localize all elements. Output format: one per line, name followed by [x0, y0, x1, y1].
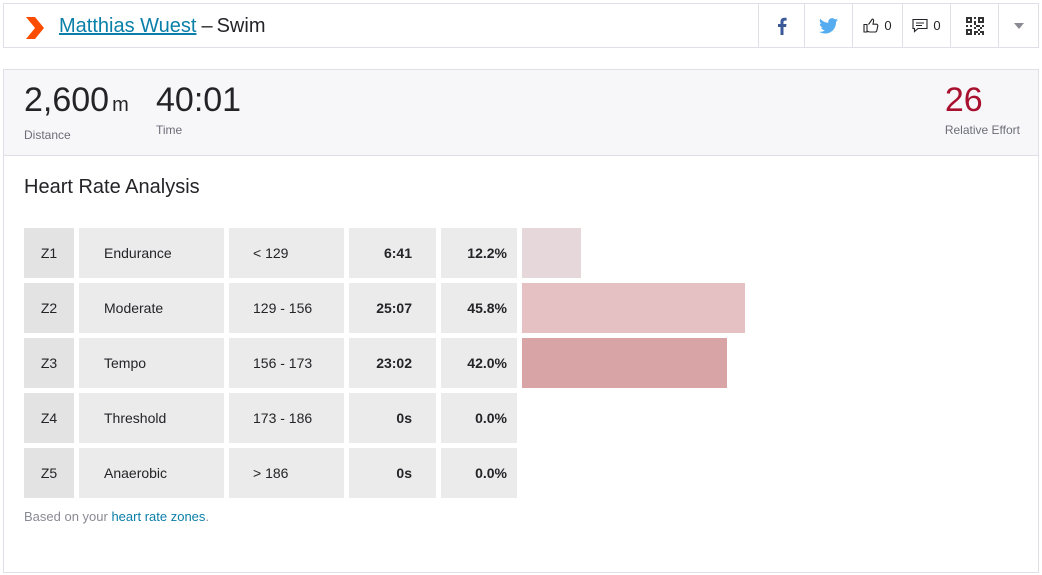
zone-row: Z1 Endurance < 129 6:41 12.2%	[24, 228, 1004, 278]
comment-icon	[912, 18, 928, 33]
zone-range: 173 - 186	[229, 393, 344, 443]
footnote-suffix: .	[205, 509, 210, 524]
activity-type: Swim	[216, 15, 266, 37]
zone-row: Z3 Tempo 156 - 173 23:02 42.0%	[24, 338, 1004, 388]
zone-time: 6:41	[349, 228, 436, 278]
header-actions: 0 0	[758, 4, 1038, 47]
time-label: Time	[156, 123, 183, 137]
zone-name: Anaerobic	[79, 448, 224, 498]
twitter-share-button[interactable]	[804, 4, 852, 47]
zone-time: 0s	[349, 448, 436, 498]
twitter-icon	[819, 17, 838, 34]
zone-name: Moderate	[79, 283, 224, 333]
zone-time: 23:02	[349, 338, 436, 388]
title-separator: –	[201, 15, 213, 37]
footnote: Based on your heart rate zones.	[24, 509, 209, 524]
zone-bar	[522, 338, 727, 388]
zone-range: < 129	[229, 228, 344, 278]
comment-count: 0	[933, 18, 941, 33]
footnote-prefix: Based on your	[24, 509, 112, 524]
activity-header: Matthias Wuest – Swim 0 0	[3, 3, 1039, 48]
zone-row: Z4 Threshold 173 - 186 0s 0.0%	[24, 393, 1004, 443]
activity-panel: 2,600 m Distance 40:01 Time 26 Relative E…	[3, 69, 1039, 573]
facebook-share-button[interactable]	[758, 4, 804, 47]
stats-bar: 2,600 m Distance 40:01 Time 26 Relative E…	[4, 70, 1038, 156]
comments-button[interactable]: 0	[902, 4, 950, 47]
qr-code-icon	[965, 16, 984, 35]
zone-time: 0s	[349, 393, 436, 443]
distance-label: Distance	[24, 128, 71, 142]
zone-percent: 12.2%	[441, 228, 517, 278]
zone-row: Z5 Anaerobic > 186 0s 0.0%	[24, 448, 1004, 498]
zone-name: Tempo	[79, 338, 224, 388]
qr-code-button[interactable]	[950, 4, 998, 47]
activity-title: Matthias Wuest – Swim	[59, 4, 265, 49]
zone-label: Z2	[24, 283, 74, 333]
zone-label: Z4	[24, 393, 74, 443]
stat-relative-effort[interactable]: 26 Relative Effort	[945, 80, 1020, 137]
more-actions-button[interactable]	[998, 4, 1038, 47]
strava-chevron-icon[interactable]	[26, 17, 46, 39]
relative-effort-label: Relative Effort	[944, 123, 1020, 137]
athlete-name-link[interactable]: Matthias Wuest	[59, 15, 197, 37]
zone-percent: 0.0%	[441, 448, 517, 498]
zone-label: Z3	[24, 338, 74, 388]
stat-distance: 2,600 m Distance	[24, 80, 129, 142]
zone-range: 129 - 156	[229, 283, 344, 333]
distance-unit: m	[112, 94, 129, 116]
relative-effort-value: 26	[944, 81, 983, 119]
zone-time: 25:07	[349, 283, 436, 333]
time-value: 40:01	[156, 81, 242, 119]
kudos-button[interactable]: 0	[852, 4, 902, 47]
zone-range: 156 - 173	[229, 338, 344, 388]
zone-name: Threshold	[79, 393, 224, 443]
zone-percent: 45.8%	[441, 283, 517, 333]
chevron-down-icon	[1013, 22, 1024, 29]
heart-rate-zones-link[interactable]: heart rate zones	[111, 509, 206, 524]
stat-time: 40:01 Time	[156, 80, 241, 137]
zone-range: > 186	[229, 448, 344, 498]
zone-bar	[522, 228, 582, 278]
thumbs-up-icon	[863, 18, 879, 33]
zone-percent: 0.0%	[441, 393, 517, 443]
zone-row: Z2 Moderate 129 - 156 25:07 45.8%	[24, 283, 1004, 333]
zone-label: Z1	[24, 228, 74, 278]
zone-name: Endurance	[79, 228, 224, 278]
zone-label: Z5	[24, 448, 74, 498]
zone-percent: 42.0%	[441, 338, 517, 388]
section-title: Heart Rate Analysis	[24, 176, 200, 198]
facebook-icon	[777, 17, 787, 35]
distance-value: 2,600	[24, 81, 110, 119]
zone-bar	[522, 283, 746, 333]
kudos-count: 0	[884, 18, 892, 33]
